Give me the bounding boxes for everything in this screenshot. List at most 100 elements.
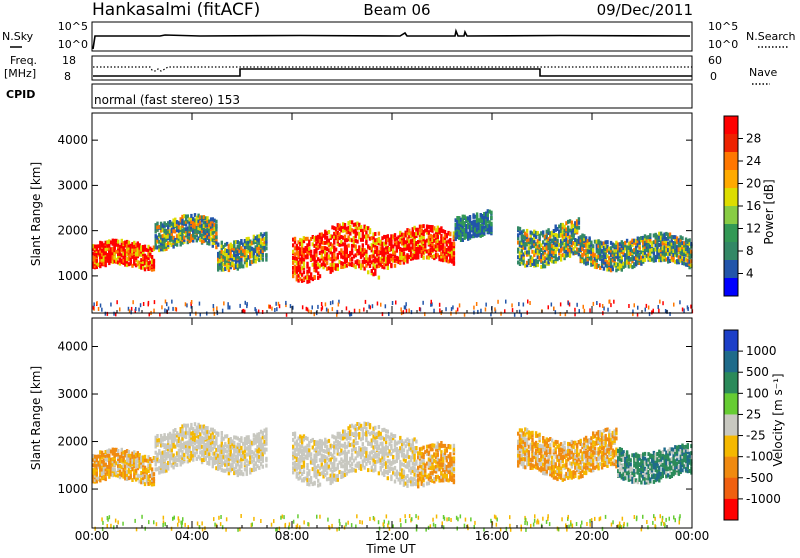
y-tick-label: 4000 bbox=[57, 133, 88, 147]
echo-cell bbox=[93, 302, 95, 306]
cpid-panel: CPID normal (fast stereo) 153 bbox=[6, 84, 692, 108]
echo-cell bbox=[497, 300, 499, 304]
echo-cell bbox=[369, 264, 371, 268]
freq-tick-bottom: 8 bbox=[64, 70, 71, 83]
echo-cell bbox=[381, 442, 383, 446]
echo-cell bbox=[476, 302, 478, 306]
echo-cell bbox=[214, 312, 216, 316]
echo-cell bbox=[349, 436, 351, 440]
echo-cell bbox=[527, 300, 529, 304]
echo-cell bbox=[613, 300, 615, 304]
echo-cell bbox=[326, 471, 328, 475]
echo-cell bbox=[156, 434, 158, 438]
echo-cell bbox=[335, 248, 337, 252]
nave-tick-top: 60 bbox=[708, 54, 722, 67]
echo-cell bbox=[344, 223, 346, 227]
echo-cell bbox=[607, 308, 609, 312]
echo-cell bbox=[578, 226, 580, 230]
echo-cell bbox=[315, 459, 317, 463]
echo-cell bbox=[168, 307, 170, 311]
echo-cell bbox=[351, 453, 353, 457]
station-title: Hankasalmi (fitACF) bbox=[92, 0, 260, 20]
echo-cell bbox=[222, 309, 224, 313]
echo-cell bbox=[378, 276, 380, 280]
echo-cell bbox=[313, 275, 315, 279]
echo-cell bbox=[153, 477, 155, 481]
echo-region-0 bbox=[92, 239, 155, 272]
echo-cell bbox=[326, 308, 328, 312]
echo-cell bbox=[96, 301, 98, 305]
echo-cell bbox=[494, 307, 496, 311]
nave-label: Nave bbox=[749, 66, 777, 79]
echo-cell bbox=[452, 305, 454, 309]
echo-cell bbox=[394, 480, 396, 484]
echo-region-0 bbox=[92, 448, 155, 487]
nsky-label: N.Sky bbox=[2, 30, 34, 43]
echo-cell bbox=[683, 309, 685, 313]
echo-cell bbox=[431, 300, 433, 304]
colorbar-segment bbox=[724, 278, 738, 296]
echo-cell bbox=[360, 225, 362, 229]
echo-cell bbox=[490, 216, 492, 220]
echo-cell bbox=[230, 450, 232, 454]
colorbar-tick-label: 20 bbox=[746, 177, 761, 191]
nsky-tick-bottom: 10^0 bbox=[58, 38, 88, 51]
echo-cell bbox=[240, 446, 242, 450]
echo-cell bbox=[363, 308, 365, 312]
echo-cell bbox=[645, 308, 647, 312]
echo-cell bbox=[310, 476, 312, 480]
echo-cell bbox=[387, 234, 389, 238]
echo-cell bbox=[359, 309, 361, 313]
echo-cell bbox=[154, 300, 156, 304]
echo-cell bbox=[294, 237, 296, 241]
echo-cell bbox=[363, 466, 365, 470]
echo-cell bbox=[449, 238, 451, 242]
velocity-heatmap bbox=[92, 422, 693, 532]
echo-cell bbox=[519, 227, 521, 231]
cpid-text: normal (fast stereo) 153 bbox=[94, 93, 240, 107]
colorbar-segment bbox=[724, 206, 738, 224]
echo-cell bbox=[408, 309, 410, 313]
echo-cell bbox=[578, 217, 580, 221]
echo-cell bbox=[526, 229, 528, 233]
echo-cell bbox=[221, 241, 223, 245]
echo-cell bbox=[690, 305, 692, 309]
echo-cell bbox=[394, 233, 396, 237]
echo-cell bbox=[265, 253, 267, 257]
echo-cell bbox=[453, 260, 455, 264]
echo-cell bbox=[308, 448, 310, 452]
echo-cell bbox=[404, 305, 406, 309]
echo-cell bbox=[322, 306, 324, 310]
colorbar-tick-label: 16 bbox=[746, 199, 761, 213]
echo-region-4 bbox=[380, 224, 456, 270]
echo-cell bbox=[171, 300, 173, 304]
echo-cell bbox=[108, 454, 110, 458]
echo-cell bbox=[380, 303, 382, 307]
echo-cell bbox=[215, 442, 217, 446]
freq-panel: Freq. [MHz] 18 8 60 0 Nave bbox=[4, 54, 777, 84]
echo-cell bbox=[190, 423, 192, 427]
nsky-panel: N.Sky 10^5 10^0 10^5 10^0 N.Search bbox=[2, 20, 796, 51]
echo-cell bbox=[453, 242, 455, 246]
echo-cell bbox=[365, 250, 367, 254]
colorbar-segment bbox=[724, 170, 738, 188]
echo-cell bbox=[105, 312, 107, 316]
echo-cell bbox=[529, 301, 531, 305]
echo-cell bbox=[265, 438, 267, 442]
echo-cell bbox=[355, 244, 357, 248]
echo-cell bbox=[105, 263, 107, 267]
echo-cell bbox=[337, 474, 339, 478]
echo-cell bbox=[310, 452, 312, 456]
echo-cell bbox=[358, 432, 360, 436]
echo-cell bbox=[362, 442, 364, 446]
echo-cell bbox=[523, 303, 525, 307]
echo-cell bbox=[365, 447, 367, 451]
echo-cell bbox=[186, 303, 188, 307]
echo-cell bbox=[576, 303, 578, 307]
freq-label-line1: Freq. bbox=[10, 54, 37, 67]
near-range-echoes bbox=[93, 300, 693, 318]
